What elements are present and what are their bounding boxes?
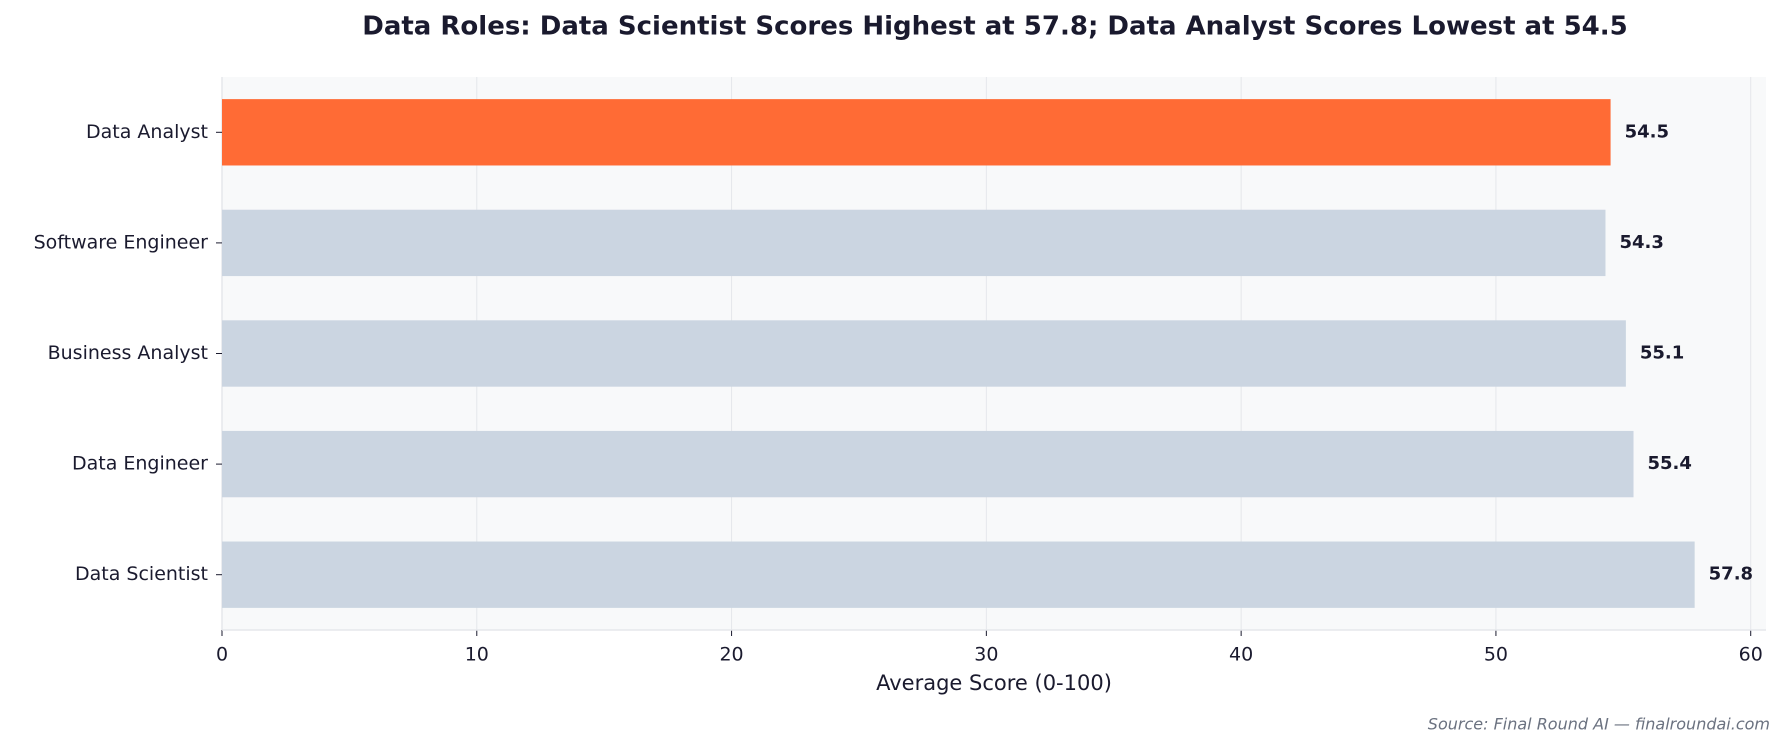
x-tick-label: 20 — [719, 644, 743, 666]
bar — [222, 430, 1634, 498]
value-label: 55.4 — [1648, 453, 1692, 474]
x-tick-label: 60 — [1739, 644, 1763, 666]
x-tick-label: 30 — [974, 644, 998, 666]
bar — [222, 99, 1611, 166]
x-tick-label: 40 — [1229, 644, 1253, 666]
y-tick-label: Data Analyst — [86, 121, 208, 143]
bar — [222, 209, 1606, 277]
y-tick-label: Software Engineer — [34, 231, 209, 253]
y-tick-label: Business Analyst — [48, 342, 208, 364]
value-label: 54.3 — [1619, 232, 1663, 253]
x-tick-label: 0 — [216, 644, 228, 666]
source-note: Source: Final Round AI — finalroundai.co… — [1428, 715, 1770, 734]
value-label: 57.8 — [1709, 564, 1753, 585]
y-tick-label: Data Scientist — [75, 563, 208, 585]
x-tick-label: 50 — [1484, 644, 1508, 666]
value-label: 55.1 — [1640, 343, 1684, 364]
y-tick-label: Data Engineer — [72, 453, 208, 475]
bar — [222, 541, 1695, 608]
chart-title: Data Roles: Data Scientist Scores Highes… — [362, 12, 1627, 42]
bar — [222, 320, 1626, 387]
value-label: 54.5 — [1625, 121, 1669, 142]
x-tick-label: 10 — [465, 644, 489, 666]
x-axis-label: Average Score (0-100) — [876, 671, 1112, 695]
